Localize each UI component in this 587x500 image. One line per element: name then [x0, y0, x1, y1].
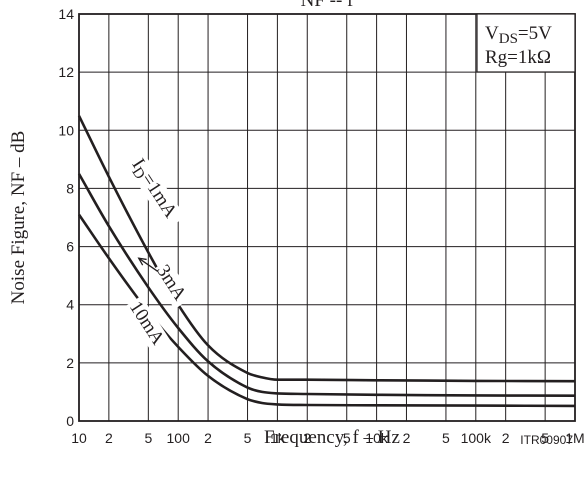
y-tick-label: 2: [66, 355, 74, 371]
x-tick-label: 5: [541, 430, 549, 446]
x-tick-label: 2: [204, 430, 212, 446]
id-rest: =1mA: [137, 169, 181, 222]
x-tick-label: 2: [303, 430, 311, 446]
pointer-arrowhead: [137, 257, 147, 266]
series-line-3ma: [77, 173, 576, 397]
vds-condition: VDS=5V: [485, 23, 552, 47]
x-tick-label: 2: [502, 430, 510, 446]
conditions-legend: VDS=5V Rg=1kΩ: [476, 13, 576, 73]
x-tick-label: 5: [144, 430, 152, 446]
x-tick-label: 5: [244, 430, 252, 446]
y-tick-label: 0: [66, 413, 74, 429]
y-tick-labels: 0 2 4 6 8 10 12 14: [58, 6, 74, 429]
x-tick-label: 1k: [270, 430, 286, 446]
y-tick-label: 12: [58, 64, 74, 80]
x-tick-label: 5: [343, 430, 351, 446]
x-tick-label: 5: [442, 430, 450, 446]
vds-main: V: [485, 23, 499, 44]
label-backdrop: [125, 153, 186, 230]
series-line-10ma: [77, 213, 576, 408]
y-tick-label: 10: [58, 122, 74, 138]
pointer-line: [138, 257, 158, 272]
conditions-box: [476, 13, 576, 73]
vds-sub: DS: [499, 31, 518, 47]
chart-title: NF -- f: [301, 0, 354, 11]
y-tick-label: 14: [58, 6, 74, 22]
label-backdrop: [122, 295, 173, 356]
x-tick-label: 100: [167, 430, 191, 446]
title-mask: [279, 0, 375, 12]
x-tick-label: 2: [403, 430, 411, 446]
y-tick-label: 8: [66, 180, 74, 196]
y-tick-label: 4: [66, 297, 74, 313]
y-axis-title: Noise Figure, NF – dB: [8, 131, 29, 305]
x-tick-label: 1M: [565, 430, 584, 446]
x-tick-label: 10k: [365, 430, 389, 446]
grid: [79, 14, 575, 421]
figure-code: ITR00907: [520, 433, 573, 447]
x-tick-labels: 10 2 5 100 2 5 1k 2 5 10k 2 5 100k 2 5 1M: [71, 430, 585, 446]
y-tick-label: 6: [66, 239, 74, 255]
label-backdrop: [150, 259, 194, 310]
plot-frame: [78, 13, 576, 422]
x-tick-label: 100k: [461, 430, 492, 446]
x-tick-label: 2: [105, 430, 113, 446]
x-axis-title: Frequency, f – Hz: [264, 427, 400, 448]
rg-condition: Rg=1kΩ: [485, 47, 551, 68]
x-tick-label: 10: [71, 430, 87, 446]
vds-value: =5V: [518, 23, 552, 44]
series-label-1ma-text: ID=1mA: [125, 155, 181, 224]
series-label-1ma: ID=1mA: [125, 153, 186, 230]
series-line-i-d-1ma: [77, 115, 576, 383]
